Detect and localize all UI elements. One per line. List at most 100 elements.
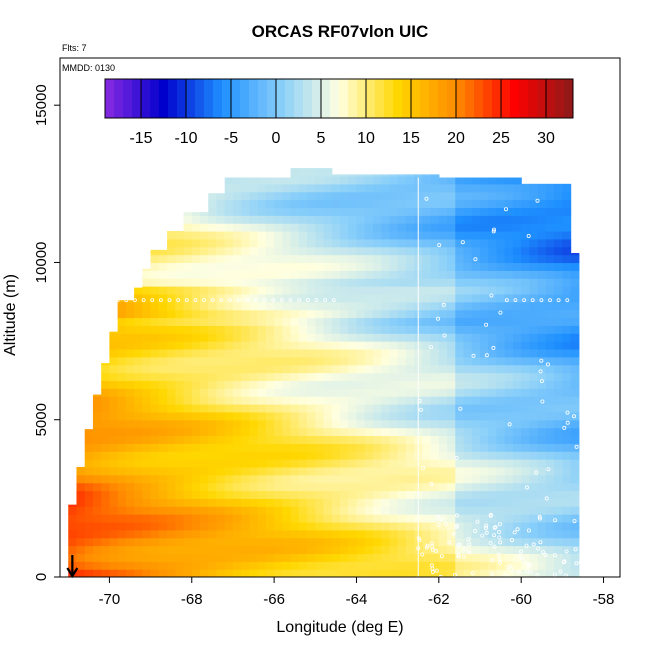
heatmap-cell: [529, 537, 539, 547]
heatmap-cell: [241, 451, 251, 460]
heatmap-cell: [331, 419, 341, 429]
heatmap-cell: [348, 435, 358, 444]
heatmap-cell: [430, 380, 440, 389]
heatmap-cell: [290, 419, 300, 429]
heatmap-cell: [117, 474, 127, 484]
heatmap-cell: [496, 561, 506, 570]
heatmap-cell: [249, 207, 259, 216]
heatmap-cell: [315, 561, 325, 570]
heatmap-cell: [397, 396, 407, 405]
heatmap-cell: [134, 293, 143, 303]
heatmap-cell: [562, 411, 572, 421]
heatmap-cell: [282, 325, 292, 334]
heatmap-cell: [241, 506, 251, 515]
heatmap-cell: [150, 396, 160, 405]
heatmap-cell: [430, 356, 440, 366]
heatmap-cell: [463, 466, 473, 476]
heatmap-cell: [562, 301, 572, 311]
heatmap-cell: [191, 521, 201, 531]
heatmap-cell: [150, 380, 160, 389]
heatmap-cell: [298, 309, 308, 319]
heatmap-cell: [381, 545, 391, 555]
heatmap-cell: [191, 451, 201, 460]
heatmap-cell: [381, 388, 391, 397]
colorbar-swatch: [321, 79, 331, 118]
heatmap-cell: [570, 419, 580, 429]
heatmap-cell: [521, 427, 531, 437]
heatmap-cell: [364, 246, 374, 256]
heatmap-cell: [216, 561, 226, 570]
heatmap-cell: [512, 278, 522, 287]
colorbar-tick-label: -15: [129, 130, 152, 147]
colorbar-tick-label: -5: [224, 130, 238, 147]
heatmap-cell: [307, 372, 316, 382]
heatmap-cell: [570, 301, 580, 311]
heatmap-cell: [545, 341, 555, 350]
heatmap-cell: [480, 459, 489, 468]
heatmap-cell: [290, 561, 300, 570]
heatmap-cell: [142, 411, 152, 421]
heatmap-cell: [447, 427, 456, 437]
heatmap-cell: [405, 309, 415, 319]
heatmap-cell: [488, 553, 498, 562]
heatmap-cell: [430, 569, 440, 577]
heatmap-cell: [537, 341, 547, 350]
date-label: MMDD: 0130: [62, 63, 115, 73]
heatmap-cell: [364, 286, 374, 295]
heatmap-cell: [274, 427, 283, 437]
heatmap-cell: [167, 388, 176, 397]
heatmap-cell: [200, 553, 209, 562]
heatmap-cell: [554, 443, 563, 452]
heatmap-cell: [125, 396, 135, 405]
heatmap-cell: [307, 404, 316, 413]
heatmap-cell: [307, 301, 316, 311]
heatmap-cell: [372, 341, 382, 350]
heatmap-cell: [175, 490, 185, 499]
heatmap-cell: [422, 411, 432, 421]
heatmap-cell: [397, 348, 407, 358]
heatmap-cell: [331, 207, 341, 216]
heatmap-cell: [282, 262, 292, 271]
heatmap-cell: [232, 506, 242, 515]
heatmap-cell: [488, 199, 498, 209]
heatmap-cell: [381, 175, 391, 185]
heatmap-cell: [134, 396, 143, 405]
heatmap-cell: [372, 537, 382, 547]
heatmap-cell: [175, 419, 185, 429]
heatmap-cell: [364, 569, 374, 577]
heatmap-cell: [463, 270, 473, 279]
heatmap-cell: [232, 569, 242, 577]
heatmap-cell: [274, 490, 283, 499]
colorbar-tick-label: 0: [272, 130, 281, 147]
heatmap-cell: [290, 207, 300, 216]
heatmap-cell: [331, 262, 341, 271]
observation-point: [219, 298, 224, 303]
heatmap-cell: [554, 529, 563, 539]
observation-point: [228, 298, 233, 303]
heatmap-cell: [216, 364, 226, 374]
heatmap-cell: [529, 372, 539, 382]
arrow-head: [66, 567, 79, 579]
heatmap-cell: [348, 183, 358, 193]
heatmap-cell: [101, 474, 111, 484]
heatmap-cell: [348, 372, 358, 382]
heatmap-cell: [422, 207, 432, 216]
colorbar-swatch: [402, 79, 412, 118]
heatmap-cell: [282, 177, 292, 185]
heatmap-cell: [307, 309, 316, 319]
heatmap-cell: [208, 561, 218, 570]
heatmap-cell: [307, 278, 316, 287]
heatmap-cell: [372, 348, 382, 358]
heatmap-cell: [471, 427, 481, 437]
heatmap-cell: [298, 286, 308, 295]
heatmap-cell: [430, 278, 440, 287]
heatmap-cell: [274, 482, 283, 492]
heatmap-cell: [554, 356, 563, 366]
heatmap-cell: [265, 466, 275, 476]
heatmap-cell: [496, 545, 506, 555]
heatmap-cell: [232, 498, 242, 507]
heatmap-cell: [208, 372, 218, 382]
colorbar-swatch: [303, 79, 313, 118]
heatmap-cell: [455, 262, 465, 271]
heatmap-cell: [389, 490, 399, 499]
